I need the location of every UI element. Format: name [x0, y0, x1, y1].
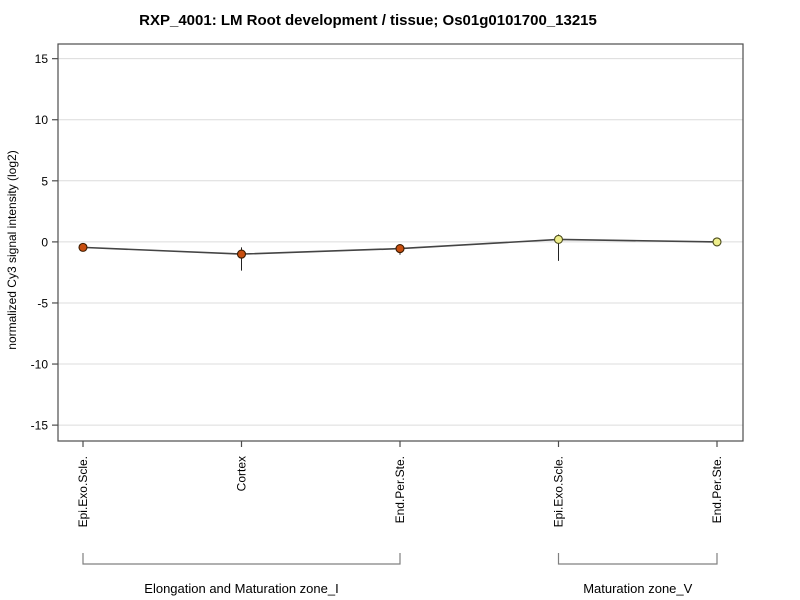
y-tick-label: -15 [31, 419, 49, 433]
x-tick-label: End.Per.Ste. [393, 456, 407, 523]
y-tick-label: 15 [35, 52, 49, 66]
data-point [78, 242, 88, 252]
x-tick-label: Epi.Exo.Scle. [552, 456, 566, 527]
y-tick-label: -5 [37, 296, 48, 310]
y-tick-label: 10 [35, 113, 49, 127]
chart-title: RXP_4001: LM Root development / tissue; … [139, 12, 597, 29]
data-point [395, 244, 405, 254]
y-tick-label: 5 [41, 174, 48, 188]
group-bracket [82, 553, 401, 565]
data-point [553, 234, 564, 244]
y-tick-label: 0 [41, 235, 48, 249]
group-label: Maturation zone_V [583, 581, 692, 596]
y-tick-label: -10 [31, 358, 49, 372]
x-tick-label: Cortex [235, 456, 249, 491]
data-point [712, 237, 722, 247]
group-label: Elongation and Maturation zone_I [144, 581, 338, 596]
plot-border [57, 43, 744, 442]
y-axis-title: normalized Cy3 signal intensity (log2) [5, 150, 19, 350]
x-tick-label: Epi.Exo.Scle. [76, 456, 90, 527]
x-tick-label: End.Per.Ste. [710, 456, 724, 523]
group-bracket [557, 553, 718, 565]
data-point [236, 249, 247, 259]
